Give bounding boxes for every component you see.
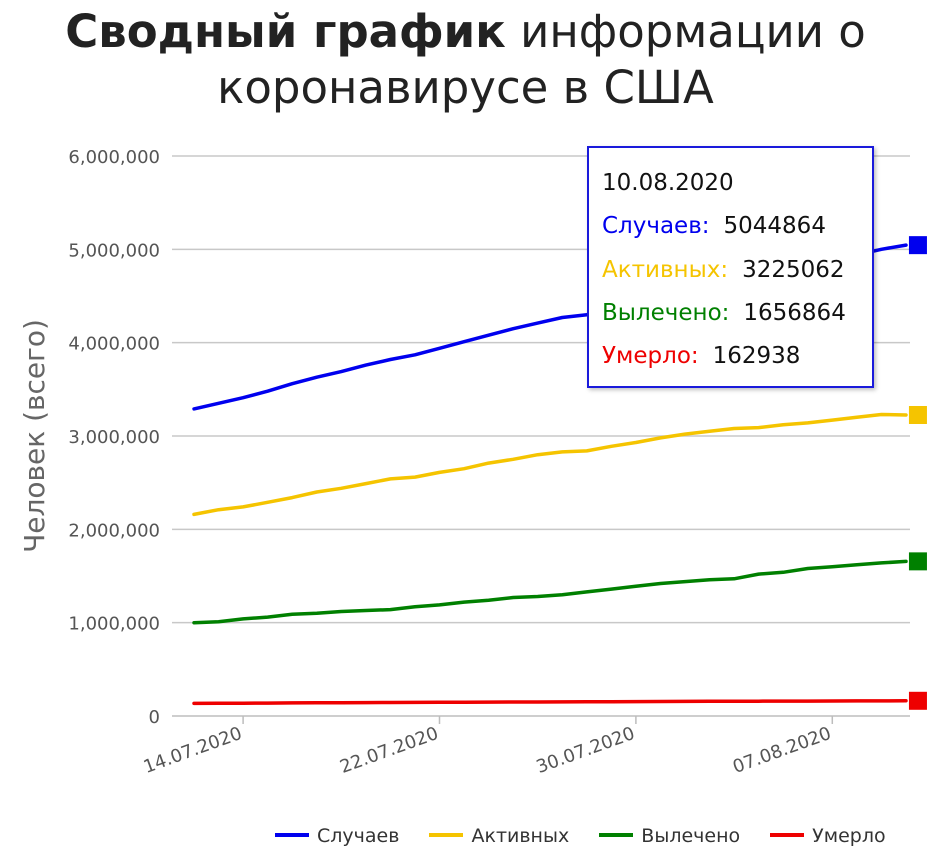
legend-item-cases[interactable]: Случаев (275, 825, 399, 847)
x-tick-label: 14.07.2020 (141, 723, 245, 778)
series-marker-3[interactable] (908, 552, 927, 571)
y-tick-label: 3,000,000 (68, 427, 160, 448)
tooltip-cases-label: Случаев: (602, 213, 710, 239)
legend-label-cases: Случаев (317, 824, 400, 847)
tooltip-deaths-label: Умерло: (602, 343, 699, 369)
x-axis-tick-labels: 14.07.2020 22.07.2020 30.07.2020 07.08.2020 (141, 723, 834, 778)
x-tick-label: 30.07.2020 (534, 723, 638, 778)
tooltip-row-cases: Случаев: 5044864 (602, 213, 826, 239)
series-marker-2[interactable] (908, 405, 927, 424)
tooltip-row-active: Активных: 3225062 (602, 257, 845, 283)
tooltip-row-recovered: Вылечено: 1656864 (602, 300, 846, 326)
tooltip-active-value: 3225062 (742, 257, 845, 283)
series-line-2[interactable] (192, 412, 908, 517)
y-axis-tick-labels: 0 1,000,000 2,000,000 3,000,000 4,000,000 5,0… (68, 147, 160, 728)
y-tick-label: 1,000,000 (68, 614, 160, 635)
series-marker-4[interactable] (908, 691, 927, 710)
legend-item-recovered[interactable]: Вылечено (599, 825, 740, 847)
tooltip-recovered-value: 1656864 (743, 300, 846, 326)
tooltip-row-deaths: Умерло: 162938 (602, 343, 800, 369)
legend-item-active[interactable]: Активных (429, 825, 569, 847)
tooltip-deaths-value: 162938 (712, 343, 801, 369)
legend-label-deaths: Умерло (812, 824, 886, 847)
tooltip-active-label: Активных: (602, 257, 729, 283)
series-lines[interactable] (192, 243, 908, 706)
y-axis-label: Человек (всего) (18, 319, 51, 553)
chart-legend: Случаев Активных Вылечено Умерло (275, 824, 886, 854)
legend-swatch-active (429, 833, 464, 837)
chart-title: Сводный график информации о коронавирусе… (0, 4, 931, 116)
hover-tooltip: 10.08.2020 Случаев: 5044864 Активных: 3225… (587, 146, 874, 388)
series-end-markers[interactable] (908, 236, 927, 710)
legend-label-active: Активных (471, 824, 570, 847)
y-tick-label: 0 (149, 707, 160, 728)
tooltip-cases-value: 5044864 (723, 213, 826, 239)
legend-label-recovered: Вылечено (641, 824, 741, 847)
legend-swatch-deaths (770, 833, 805, 837)
y-tick-label: 6,000,000 (68, 147, 160, 168)
chart-title-bold: Сводный график (65, 5, 506, 58)
y-tick-label: 4,000,000 (68, 334, 160, 355)
series-line-3[interactable] (192, 559, 908, 625)
tooltip-date: 10.08.2020 (602, 170, 734, 196)
x-tick-label: 22.07.2020 (337, 723, 441, 778)
legend-swatch-recovered (599, 833, 634, 837)
series-line-4[interactable] (192, 699, 908, 706)
y-tick-label: 2,000,000 (68, 520, 160, 541)
x-tick-label: 07.08.2020 (730, 723, 834, 778)
series-marker-1[interactable] (908, 236, 927, 255)
tooltip-recovered-label: Вылечено: (602, 300, 730, 326)
legend-item-deaths[interactable]: Умерло (770, 824, 886, 847)
y-tick-label: 5,000,000 (68, 240, 160, 261)
legend-swatch-cases (275, 833, 309, 837)
chart-title-rest: информации о коронавирусе в США (217, 5, 866, 114)
